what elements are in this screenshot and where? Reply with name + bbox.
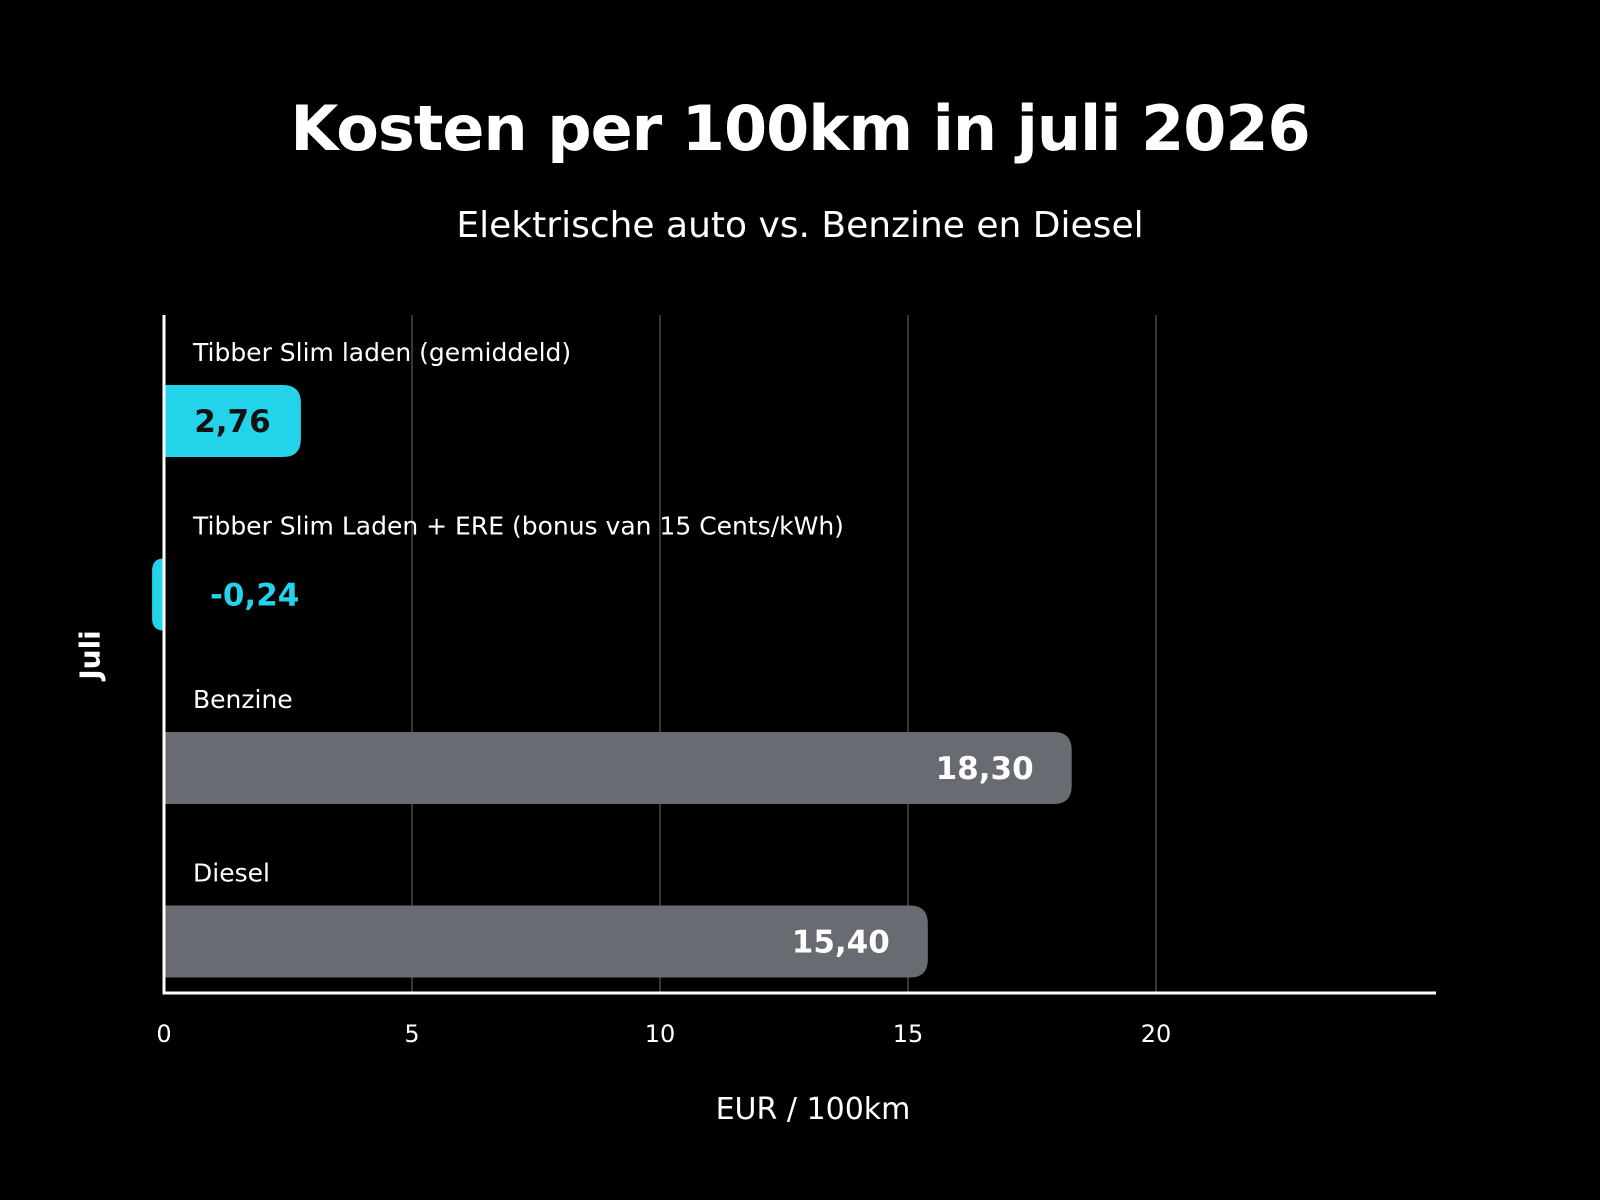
axes	[162, 315, 1436, 995]
bar	[164, 732, 1072, 804]
x-tick-label: 10	[645, 1020, 676, 1048]
chart-subtitle: Elektrische auto vs. Benzine en Diesel	[456, 205, 1144, 246]
category-label: Diesel	[193, 859, 270, 888]
x-tick-label: 0	[156, 1020, 171, 1048]
bar-value-label: 2,76	[194, 404, 271, 440]
labels: 0 5 10 15 20 Tibber Slim laden (gemiddeld) 2,7…	[156, 338, 1171, 1048]
grid-lines	[411, 315, 1157, 993]
x-tick-label: 20	[1141, 1020, 1172, 1048]
chart-title: Kosten per 100km in juli 2026	[290, 92, 1310, 165]
bar-value-label: -0,24	[210, 578, 299, 614]
bar-value-label: 18,30	[936, 751, 1034, 787]
x-axis-label: EUR / 100km	[715, 1092, 911, 1127]
category-label: Benzine	[193, 685, 293, 714]
category-label: Tibber Slim laden (gemiddeld)	[192, 338, 571, 367]
bar-value-label: 15,40	[792, 925, 890, 961]
x-tick-label: 5	[404, 1020, 419, 1048]
bar	[152, 558, 164, 631]
x-tick-label: 15	[893, 1020, 924, 1048]
bar	[164, 385, 301, 457]
bar	[164, 905, 928, 978]
bars	[152, 385, 1072, 978]
category-label: Tibber Slim Laden + ERE (bonus van 15 Ce…	[192, 512, 844, 541]
